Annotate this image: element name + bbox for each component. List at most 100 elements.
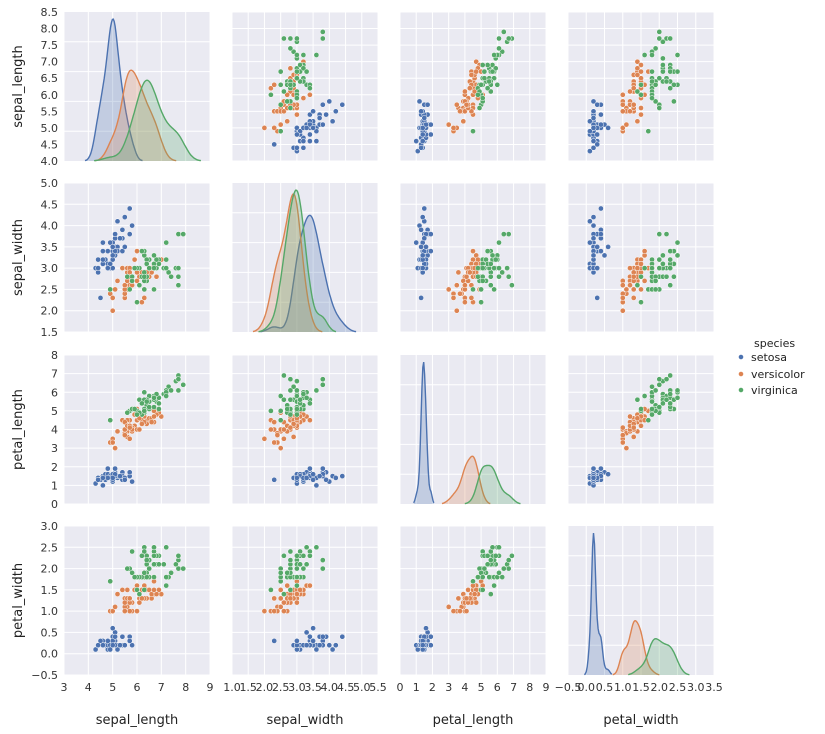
point-setosa [310,625,316,632]
point-virginica [131,574,138,580]
point-setosa [104,638,111,644]
point-versicolor [627,88,633,95]
point-versicolor [126,595,133,602]
kde-curve-setosa [260,214,357,333]
point-setosa [121,214,128,220]
x-tick-label: 2.5 [272,681,290,694]
y-tick-label: 5.5 [41,105,59,118]
point-versicolor [121,432,128,438]
x-axis-label-petal_width: petal_width [603,713,678,728]
point-virginica [277,417,284,424]
point-virginica [287,411,294,418]
point-virginica [141,569,148,576]
x-tick-label: 4 [461,681,468,694]
panel-petal_width-vs-sepal_width: 1.01.52.02.53.03.54.04.55.05.5 [223,525,387,694]
point-virginica [660,62,666,68]
point-setosa [419,252,426,259]
point-setosa [590,125,597,131]
point-virginica [151,552,157,559]
point-virginica [470,578,476,585]
x-tick-label: 1 [413,681,420,694]
point-setosa [418,295,424,301]
point-versicolor [121,282,128,289]
point-versicolor [619,424,626,431]
y-tick-label: 5 [51,405,58,418]
point-virginica [124,273,131,280]
point-versicolor [634,118,641,125]
point-setosa [594,295,601,301]
point-virginica [131,265,138,271]
point-setosa [332,642,339,649]
y-tick-label: 4.5 [41,198,59,211]
y-tick-label: 1.5 [41,326,59,339]
point-versicolor [630,424,637,431]
point-virginica [129,548,135,555]
point-setosa [319,633,326,640]
point-virginica [303,544,310,551]
point-virginica [638,81,644,88]
point-versicolor [271,419,278,425]
y-tick-label: 8.5 [41,6,59,19]
point-setosa [419,265,426,271]
point-virginica [674,52,681,58]
point-virginica [660,261,666,267]
point-setosa [112,231,118,237]
point-virginica [649,398,655,405]
point-virginica [638,273,644,280]
point-versicolor [277,587,284,593]
point-versicolor [136,599,143,606]
point-setosa [303,125,310,131]
point-virginica [660,252,666,259]
point-setosa [427,248,434,254]
panel-petal_length-vs-petal_length [399,355,547,505]
point-setosa [100,482,106,489]
point-versicolor [627,265,633,271]
point-versicolor [466,269,473,276]
point-virginica [667,256,674,263]
point-virginica [649,411,655,418]
point-virginica [156,261,162,267]
point-versicolor [277,121,284,128]
point-setosa [424,101,431,108]
point-versicolor [294,591,300,597]
point-setosa [598,121,604,128]
point-setosa [303,629,310,636]
point-virginica [638,299,644,306]
point-virginica [487,557,494,563]
point-setosa [319,101,326,108]
point-virginica [652,98,659,105]
point-virginica [151,404,157,410]
point-setosa [112,633,118,640]
y-tick-label: 6 [51,386,58,399]
point-virginica [500,565,507,572]
point-setosa [413,239,420,246]
point-virginica [297,561,303,568]
point-versicolor [634,415,641,422]
panel-grid: 4.04.55.05.56.06.57.07.58.08.51.52.02.53… [31,6,722,694]
point-virginica [656,75,663,82]
point-virginica [300,565,307,572]
legend-marker-versicolor [738,371,744,377]
point-versicolor [453,282,460,289]
point-virginica [268,408,274,414]
point-virginica [505,35,512,42]
point-virginica [141,548,148,555]
point-setosa [310,125,316,131]
point-virginica [156,400,162,407]
x-tick-label: 4 [85,681,92,694]
point-setosa [427,633,434,640]
point-virginica [484,85,491,92]
point-virginica [652,278,659,284]
point-virginica [151,286,157,293]
x-axis-label-sepal_width: sepal_width [267,713,344,728]
point-virginica [667,35,674,42]
point-virginica [287,376,294,383]
kde-area-versicolor [612,620,660,675]
point-versicolor [619,108,626,115]
point-virginica [663,376,670,383]
point-virginica [319,29,326,35]
axis-label-layer: sepal_length sepal_width petal_length petal… [11,45,679,728]
kde-area-versicolor [253,194,323,332]
point-virginica [496,265,502,271]
point-setosa [418,226,424,233]
